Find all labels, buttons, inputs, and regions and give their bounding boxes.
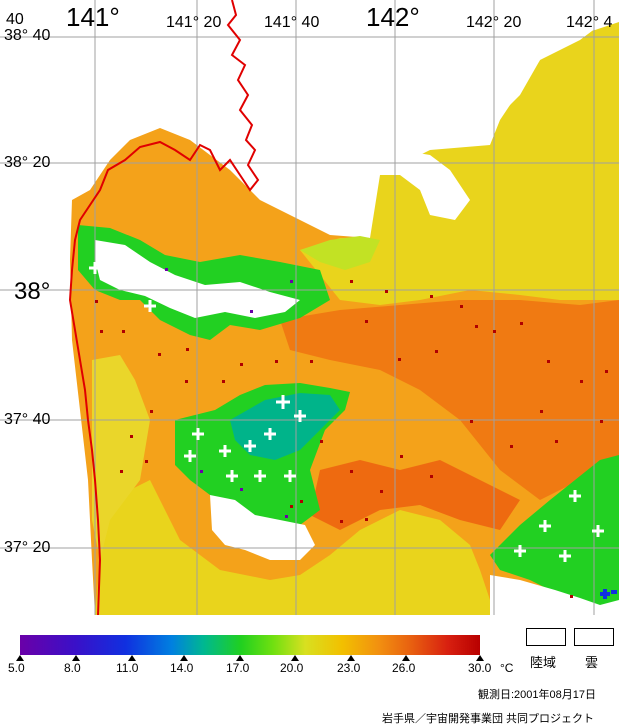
colorbar-tick: [476, 655, 484, 661]
sea-hot-band-2: [310, 460, 520, 530]
cloud-swatch: [574, 628, 614, 646]
colorbar-label: 11.0: [116, 661, 139, 675]
coastline: [68, 0, 260, 615]
lat-label-38-40: 38° 40: [4, 27, 51, 44]
cloud-southeast: [490, 575, 619, 615]
colorbar-tick: [402, 655, 410, 661]
blue-markers: [600, 589, 617, 599]
green-patch-southeast: [490, 455, 619, 615]
lon-label-142: 142°: [366, 2, 420, 32]
land-legend-label: 陸域: [530, 655, 557, 670]
land-swatch: [526, 628, 566, 646]
cloud-legend-label: 雲: [585, 655, 599, 670]
colorbar-tick: [16, 655, 24, 661]
temperature-colorbar: [20, 635, 480, 655]
colorbar-label: 5.0: [8, 661, 25, 675]
colorbar-label: 20.0: [280, 661, 304, 675]
sea-yellow-west: [92, 355, 150, 560]
lat-label-38: 38°: [14, 278, 51, 305]
colorbar-label: 26.0: [392, 661, 416, 675]
colorbar-tick: [72, 655, 80, 661]
colorbar-tick: [291, 655, 299, 661]
lon-label-141-40: 141° 40: [264, 14, 320, 31]
colorbar-tick: [180, 655, 188, 661]
lat-label-38-20: 38° 20: [4, 154, 51, 171]
colorbar-tick: [128, 655, 136, 661]
colorbar-label: 17.0: [226, 661, 250, 675]
teal-patch-center: [230, 393, 340, 460]
cloud-center: [210, 495, 315, 560]
colorbar-label: 30.0: [468, 661, 492, 675]
cloud-west: [95, 240, 300, 318]
colorbar-label: 8.0: [64, 661, 81, 675]
observation-date: 観測日:2001年08月17日: [478, 689, 596, 701]
lon-label-141-20: 141° 20: [166, 14, 222, 31]
lon-label-142-40: 142° 4: [566, 14, 613, 31]
colorbar-label: 23.0: [337, 661, 361, 675]
colorbar-tick: [347, 655, 355, 661]
corner-label: 40: [6, 11, 24, 28]
sst-map-canvas: [0, 0, 619, 615]
lat-label-37-20: 37° 20: [4, 539, 51, 556]
sea-yellow-south: [95, 480, 490, 615]
noise-dots: [95, 280, 608, 598]
lon-label-142-20: 142° 20: [466, 14, 522, 31]
cloud-ne: [480, 60, 540, 115]
cross-markers: [89, 262, 604, 562]
colorbar-tick: [236, 655, 244, 661]
lon-label-141: 141°: [66, 2, 120, 32]
purple-dots: [165, 268, 293, 518]
grid-lines: [0, 0, 619, 615]
colorbar-label: 14.0: [170, 661, 194, 675]
colorbar-unit: °C: [500, 661, 514, 675]
sst-map: 141° 141° 20 141° 40 142° 142° 20 142° 4…: [0, 0, 619, 615]
sea-hot-band: [280, 300, 619, 500]
credit-line: 岩手県／宇宙開発事業団 共同プロジェクト: [382, 713, 595, 725]
lat-label-37-40: 37° 40: [4, 411, 51, 428]
sea-cool-north: [300, 236, 380, 270]
